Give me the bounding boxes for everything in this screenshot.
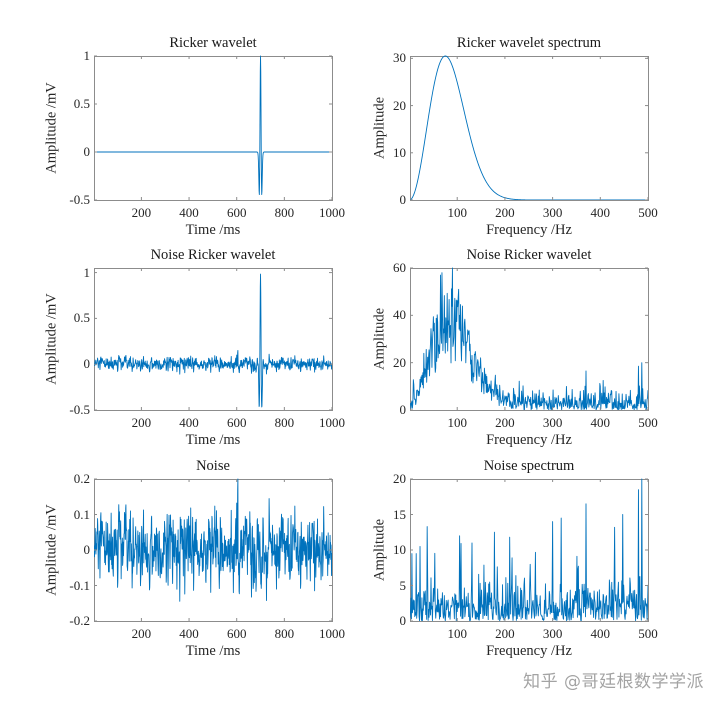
subplot-title: Ricker wavelet xyxy=(169,35,257,51)
x-tick-label: 400 xyxy=(179,626,199,641)
x-axis-label: Time /ms xyxy=(185,432,241,448)
subplot-title: Noise Ricker wavelet xyxy=(150,247,276,263)
y-tick-label: 40 xyxy=(393,307,406,323)
x-tick-label: 300 xyxy=(542,205,563,220)
x-tick-label: 600 xyxy=(226,205,247,220)
y-tick-label: 20 xyxy=(393,97,406,113)
subplot-title: Noise xyxy=(196,458,230,474)
x-tick-label: 100 xyxy=(447,415,467,430)
y-tick-label: 0 xyxy=(83,542,91,557)
y-tick-label: -0.5 xyxy=(69,402,90,417)
y-tick-label: 0.1 xyxy=(73,506,90,522)
y-tick-label: 15 xyxy=(393,506,406,522)
y-tick-label: -0.5 xyxy=(69,192,90,207)
subplot-title: Noise spectrum xyxy=(483,458,575,474)
y-tick-label: 0 xyxy=(399,192,407,207)
subplot-title: Noise Ricker wavelet xyxy=(466,247,592,263)
x-tick-label: 1000 xyxy=(319,205,345,220)
y-tick-label: 0 xyxy=(83,356,91,372)
y-tick-label: 10 xyxy=(393,542,406,557)
x-tick-label: 400 xyxy=(590,415,611,430)
watermark: 知乎 @哥廷根数学学派 xyxy=(523,672,704,692)
y-tick-label: 1 xyxy=(83,48,91,63)
x-tick-label: 200 xyxy=(131,626,152,641)
plot-area xyxy=(410,268,649,411)
plot-area xyxy=(94,268,333,411)
x-axis-label: Time /ms xyxy=(185,222,241,238)
x-tick-label: 200 xyxy=(495,415,515,430)
x-tick-label: 1000 xyxy=(319,626,345,641)
x-tick-label: 200 xyxy=(131,205,152,220)
plot-area xyxy=(410,56,649,201)
x-tick-label: 300 xyxy=(542,626,563,641)
x-tick-label: 200 xyxy=(495,626,515,641)
x-tick-label: 400 xyxy=(590,626,611,641)
x-axis-label: Frequency /Hz xyxy=(486,643,572,659)
x-tick-label: 500 xyxy=(638,415,658,430)
y-tick-label: -0.2 xyxy=(69,613,90,628)
x-tick-label: 100 xyxy=(447,626,467,641)
x-tick-label: 400 xyxy=(179,205,199,220)
x-axis-label: Time /ms xyxy=(185,643,241,659)
subplot-title: Ricker wavelet spectrum xyxy=(456,35,602,51)
plot-area xyxy=(94,56,333,201)
y-axis-label: Amplitude xyxy=(371,518,388,582)
y-tick-label: 0.5 xyxy=(73,310,90,326)
y-tick-label: 0 xyxy=(83,144,91,159)
x-tick-label: 800 xyxy=(274,626,295,641)
x-axis-label: Frequency /Hz xyxy=(486,432,572,448)
x-tick-label: 200 xyxy=(131,415,152,430)
y-tick-label: 1 xyxy=(83,264,91,280)
y-tick-label: 30 xyxy=(393,50,406,66)
x-tick-label: 500 xyxy=(638,205,658,220)
y-tick-label: 20 xyxy=(393,471,406,486)
y-tick-label: -0.1 xyxy=(69,577,90,593)
y-tick-label: 0 xyxy=(399,402,407,417)
x-tick-label: 200 xyxy=(495,205,515,220)
y-tick-label: 5 xyxy=(399,577,407,593)
x-tick-label: 800 xyxy=(274,415,295,430)
x-tick-label: 300 xyxy=(542,415,563,430)
y-tick-label: 20 xyxy=(393,354,406,370)
x-tick-label: 400 xyxy=(179,415,199,430)
x-tick-label: 800 xyxy=(274,205,295,220)
x-tick-label: 600 xyxy=(226,415,247,430)
x-tick-label: 1000 xyxy=(319,415,345,430)
x-tick-label: 400 xyxy=(590,205,611,220)
y-tick-label: 0.2 xyxy=(73,471,90,486)
x-axis-label: Frequency /Hz xyxy=(486,222,572,238)
x-tick-label: 500 xyxy=(638,626,658,641)
y-tick-label: 10 xyxy=(393,144,406,160)
y-tick-label: 60 xyxy=(393,260,406,275)
y-tick-label: 0 xyxy=(399,613,407,628)
y-tick-label: 0.5 xyxy=(73,96,90,111)
x-tick-label: 600 xyxy=(226,626,247,641)
x-tick-label: 100 xyxy=(447,205,467,220)
